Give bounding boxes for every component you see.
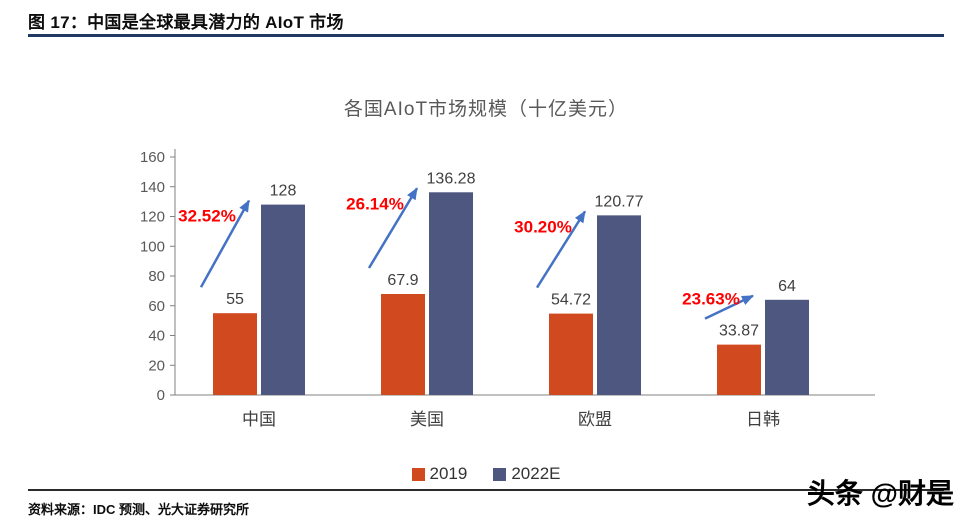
growth-arrow	[704, 294, 754, 320]
legend-label-2019: 2019	[429, 464, 468, 483]
watermark: 头条 @财是	[806, 478, 954, 509]
figure-title: 图 17：中国是全球最具潜力的 AIoT 市场	[28, 13, 344, 32]
chart-legend: 2019 2022E	[0, 464, 972, 484]
growth-label: 32.52%	[178, 207, 236, 226]
legend-swatch-2019	[411, 467, 425, 481]
y-tick-label: 60	[148, 298, 165, 315]
x-category-label: 欧盟	[578, 410, 612, 429]
value-label-2019: 33.87	[719, 323, 759, 340]
legend-label-2022e: 2022E	[511, 464, 561, 483]
bar-2019	[549, 313, 593, 395]
y-tick-label: 20	[148, 357, 165, 374]
growth-arrow	[367, 187, 419, 269]
bar-2019	[717, 344, 761, 395]
header-divider	[28, 34, 944, 37]
chart-title: 各国AIoT市场规模（十亿美元）	[343, 99, 629, 120]
x-category-label: 美国	[410, 410, 444, 429]
y-tick-label: 40	[148, 328, 165, 345]
y-tick-label: 140	[140, 179, 165, 196]
y-tick-label: 160	[140, 149, 165, 166]
bar-2022e	[429, 192, 473, 395]
growth-label: 30.20%	[514, 217, 572, 236]
x-category-label: 日韩	[746, 410, 780, 429]
bar-2022e	[597, 215, 641, 395]
source-note: 资料来源：IDC 预测、光大证券研究所	[28, 502, 250, 517]
y-tick-label: 80	[148, 268, 165, 285]
value-label-2022e: 128	[270, 183, 297, 200]
growth-arrow	[535, 210, 587, 289]
legend-swatch-2022e	[493, 467, 507, 481]
value-label-2022e: 136.28	[427, 170, 476, 187]
y-tick-label: 120	[140, 209, 165, 226]
bar-2022e	[261, 204, 305, 395]
y-tick-label: 100	[140, 238, 165, 255]
value-label-2019: 55	[226, 291, 244, 308]
growth-arrow	[199, 199, 251, 288]
growth-label: 26.14%	[346, 194, 404, 213]
bar-2022e	[765, 299, 809, 395]
value-label-2022e: 120.77	[595, 193, 644, 210]
footer-divider	[28, 489, 944, 491]
x-category-label: 中国	[242, 410, 276, 429]
legend-item-2019: 2019	[411, 464, 468, 484]
growth-label: 23.63%	[682, 290, 740, 309]
value-label-2022e: 64	[778, 278, 796, 295]
value-label-2019: 67.9	[387, 272, 418, 289]
bar-2019	[381, 293, 425, 395]
value-label-2019: 54.72	[551, 292, 591, 309]
legend-item-2022e: 2022E	[493, 464, 561, 484]
y-tick-label: 0	[157, 387, 165, 404]
bar-2019	[213, 313, 257, 395]
